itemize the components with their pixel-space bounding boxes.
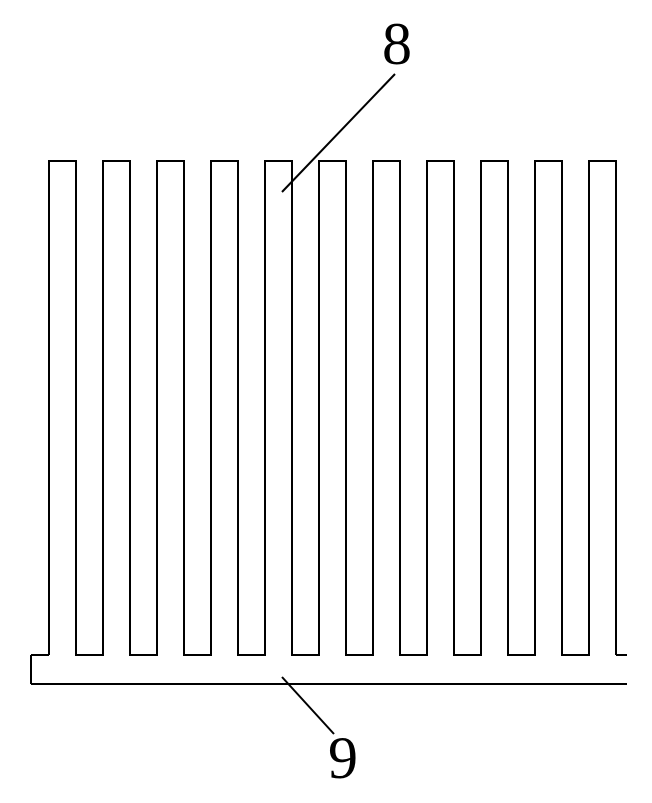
diagram-svg — [0, 0, 652, 798]
heatsink-diagram: 8 9 — [0, 0, 652, 798]
label-9: 9 — [328, 724, 358, 793]
label-8: 8 — [382, 10, 412, 79]
